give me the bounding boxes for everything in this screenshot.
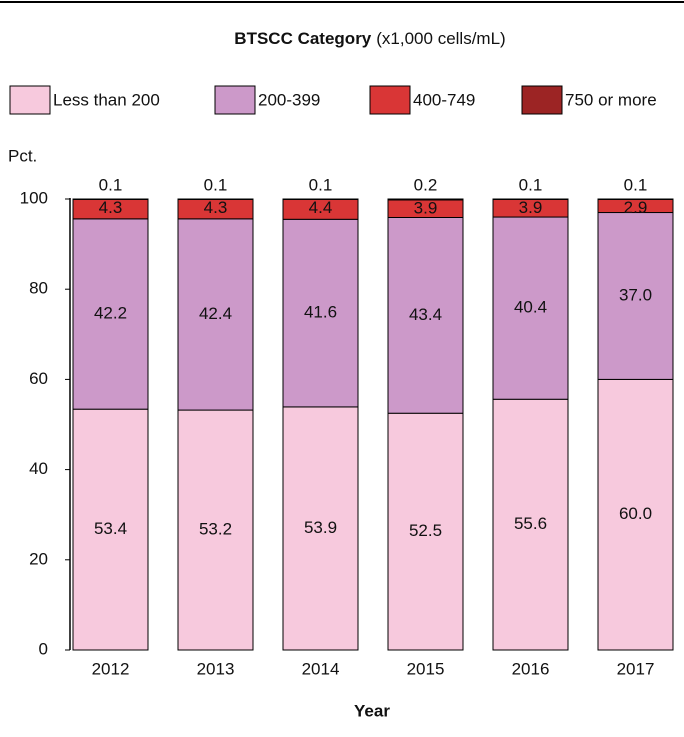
x-tick-label: 2014 xyxy=(302,659,340,678)
data-label: 0.2 xyxy=(414,175,438,194)
data-label: 53.2 xyxy=(199,520,232,539)
legend-swatch xyxy=(214,85,256,115)
data-label: 42.4 xyxy=(199,304,232,323)
bar-segment xyxy=(492,216,569,400)
x-tick-label: 2016 xyxy=(512,659,550,678)
data-label: 0.1 xyxy=(519,175,543,194)
data-label: 4.3 xyxy=(99,198,123,217)
chart-title-group: BTSCC Category (x1,000 cells/mL) xyxy=(234,29,505,48)
y-tick-label: 80 xyxy=(29,279,48,298)
bar-segment xyxy=(492,398,569,651)
legend-label: Less than 200 xyxy=(53,90,160,109)
data-label: 3.9 xyxy=(519,198,543,217)
bar-segment xyxy=(282,406,359,651)
y-tick-label: 100 xyxy=(20,188,48,207)
bar-segment xyxy=(177,218,254,411)
chart-title-units: (x1,000 cells/mL) xyxy=(376,29,505,48)
x-tick-label: 2013 xyxy=(197,659,235,678)
data-label: 60.0 xyxy=(619,504,652,523)
bar-segment xyxy=(387,198,464,201)
data-label: 4.3 xyxy=(204,198,228,217)
data-label: 52.5 xyxy=(409,521,442,540)
data-label: 0.1 xyxy=(309,175,333,194)
y-tick-label: 20 xyxy=(29,549,48,568)
legend-label: 200-399 xyxy=(258,90,320,109)
y-axis-label: Pct. xyxy=(8,146,37,165)
data-label: 0.1 xyxy=(99,175,123,194)
bar-segment xyxy=(282,218,359,408)
data-label: 41.6 xyxy=(304,303,337,322)
data-label: 3.9 xyxy=(414,198,438,217)
data-label: 0.1 xyxy=(204,175,228,194)
x-axis-label: Year xyxy=(354,701,390,720)
y-tick-label: 0 xyxy=(39,639,48,658)
data-label: 55.6 xyxy=(514,514,547,533)
bar-segment xyxy=(72,408,149,651)
bar-segment xyxy=(387,216,464,414)
data-label: 42.2 xyxy=(94,303,127,322)
y-tick-label: 40 xyxy=(29,459,48,478)
bar-segment xyxy=(177,409,254,651)
data-label: 0.1 xyxy=(624,175,648,194)
data-label: 43.4 xyxy=(409,305,442,324)
x-tick-label: 2012 xyxy=(92,659,130,678)
data-label: 53.4 xyxy=(94,519,127,538)
data-label: 2.9 xyxy=(624,198,648,217)
legend-swatch xyxy=(369,85,411,115)
data-label: 40.4 xyxy=(514,298,547,317)
legend-label: 400-749 xyxy=(413,90,475,109)
y-tick-label: 60 xyxy=(29,369,48,388)
data-label: 37.0 xyxy=(619,285,652,304)
data-label: 53.9 xyxy=(304,518,337,537)
x-tick-label: 2015 xyxy=(407,659,445,678)
bar-segment xyxy=(72,218,149,410)
legend-swatch xyxy=(521,85,563,115)
x-tick-label: 2017 xyxy=(617,659,655,678)
data-label: 4.4 xyxy=(309,198,333,217)
legend-swatch xyxy=(9,85,51,115)
legend-label: 750 or more xyxy=(565,90,657,109)
chart-title: BTSCC Category xyxy=(234,29,372,48)
